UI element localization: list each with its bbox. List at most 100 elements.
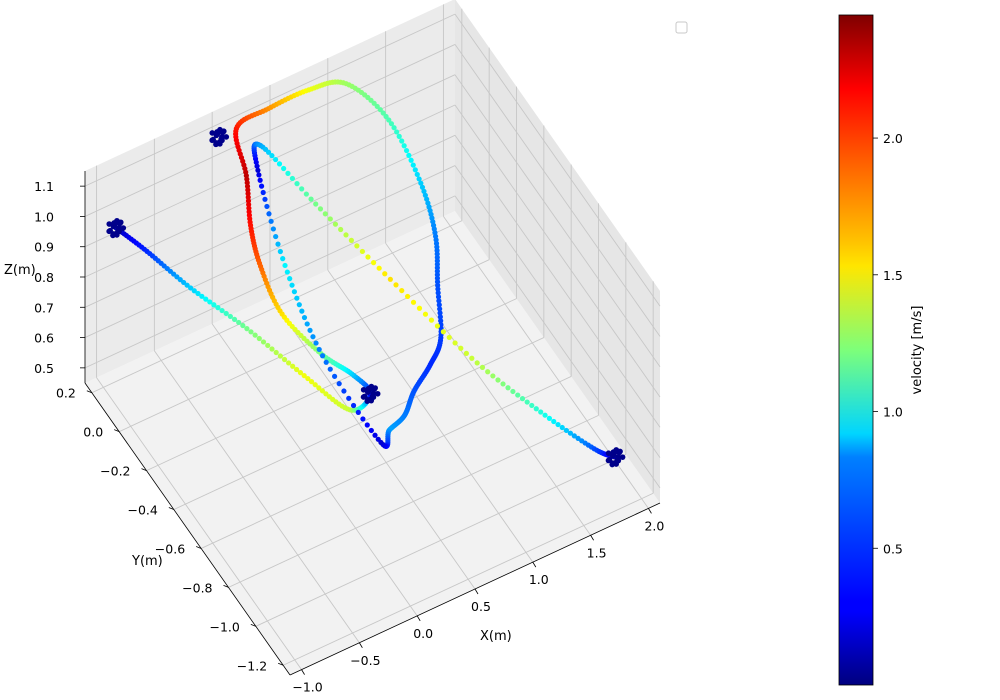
trajectory-point (422, 192, 428, 198)
grid-line (200, 376, 572, 549)
trajectory-point (277, 353, 283, 359)
trajectory-point (341, 388, 347, 394)
grid-line (84, 195, 456, 369)
grid-line (84, 74, 456, 248)
grid-line (454, 74, 661, 367)
waypoint-cluster-point (606, 456, 613, 463)
trajectory-point (323, 391, 329, 397)
trajectory-point (280, 256, 286, 262)
trajectory-point (299, 186, 305, 192)
waypoint-cluster-point (210, 136, 216, 143)
trajectory-point (393, 282, 399, 288)
trajectory-point (546, 415, 553, 421)
trajectory-point (310, 334, 316, 340)
z-tick-label: 0.6 (34, 331, 54, 346)
trajectory-point (199, 293, 205, 299)
y-tick (141, 468, 147, 471)
trajectory-point (414, 171, 420, 178)
trajectory-point (269, 153, 275, 159)
trajectory-point (354, 243, 360, 249)
trajectory-point (308, 379, 315, 385)
trajectory-point (319, 353, 326, 359)
trajectory-point (286, 360, 292, 366)
trajectory-point (308, 196, 314, 202)
trajectory-point (435, 294, 442, 300)
waypoint-cluster-point (616, 449, 623, 456)
trajectory-point (327, 216, 333, 222)
trajectory-point (240, 322, 246, 329)
trajectory-point (458, 345, 464, 351)
grid-line (454, 135, 661, 428)
trajectory-point (294, 181, 300, 187)
trajectory-point (348, 237, 355, 243)
trajectory-point (394, 129, 400, 135)
trajectory-point (277, 248, 283, 255)
x-tick-label: 1.5 (587, 545, 607, 560)
trajectory-point (391, 125, 397, 131)
trajectory-point (399, 287, 405, 294)
trajectory-point (331, 373, 338, 379)
axis-ticks: −1.0 −0.5 0.0 0.5 1.0 1.5 2.0 0.2 0.0 −0.2 −0.4 −0.… (34, 171, 664, 695)
trajectory-point (252, 332, 258, 338)
trajectory-point (452, 340, 458, 346)
trajectory-point (469, 355, 475, 361)
trajectory-point (281, 356, 288, 363)
trajectory-point (303, 191, 309, 197)
y-tick (223, 585, 229, 588)
trajectory-point (219, 307, 225, 314)
grid-line (255, 453, 627, 627)
x-tick-label: 0.0 (413, 626, 433, 641)
trajectory-point (399, 138, 405, 144)
trajectory-point (410, 162, 416, 168)
trajectory-point (285, 170, 291, 176)
trajectory-point (195, 290, 201, 297)
trajectory-point (529, 402, 535, 409)
trajectory-point (313, 340, 319, 346)
x-tick (532, 561, 537, 568)
trajectory-point (374, 103, 380, 110)
x-tick (359, 642, 363, 648)
y-tick-label: 0.0 (83, 425, 103, 440)
trajectory-point (327, 366, 333, 372)
y-tick-label: −1.0 (209, 619, 239, 634)
trajectory-point (515, 392, 521, 398)
trajectory-point (428, 317, 435, 323)
y-tick-label: −0.2 (100, 464, 130, 479)
trajectory-point (269, 346, 275, 352)
trajectory-point (184, 282, 190, 288)
trajectory-point (336, 381, 342, 387)
trajectory-point (542, 412, 548, 418)
y-axis-label: Y(m) (131, 554, 163, 569)
colorbar-ticks: 0.5 1.0 1.5 2.0 (873, 131, 903, 556)
trajectory-point (567, 430, 574, 436)
trajectory-point (437, 314, 443, 320)
grid-line (118, 259, 490, 433)
waypoint-cluster-point (106, 221, 113, 227)
trajectory-point (519, 396, 526, 402)
trajectory-point (265, 342, 271, 349)
z-tick-label: 0.9 (34, 240, 54, 255)
trajectory-point (436, 302, 442, 308)
z-tick-label: 0.7 (34, 300, 54, 315)
waypoint-cluster-point (371, 386, 378, 392)
trajectory-point (231, 316, 238, 323)
trajectory-point (266, 211, 272, 217)
trajectory-point (412, 167, 418, 173)
colorbar-label: velocity [m/s] (910, 306, 925, 395)
trajectory-point (383, 113, 389, 120)
trajectory-point (505, 385, 511, 391)
trajectory-point (551, 418, 557, 425)
trajectory-point (312, 382, 318, 388)
colorbar-tick-label: 2.0 (883, 131, 903, 146)
trajectory-point (435, 290, 441, 296)
trajectory-point (319, 388, 325, 394)
grid-line (84, 165, 456, 338)
waypoint-cluster-point (360, 386, 367, 393)
x-axis-label: X(m) (480, 629, 512, 644)
trajectory-point (257, 177, 263, 183)
waypoint-cluster-point (605, 450, 612, 456)
trajectory-point (386, 117, 392, 123)
trajectory-point (382, 271, 388, 277)
legend-box (675, 21, 688, 34)
